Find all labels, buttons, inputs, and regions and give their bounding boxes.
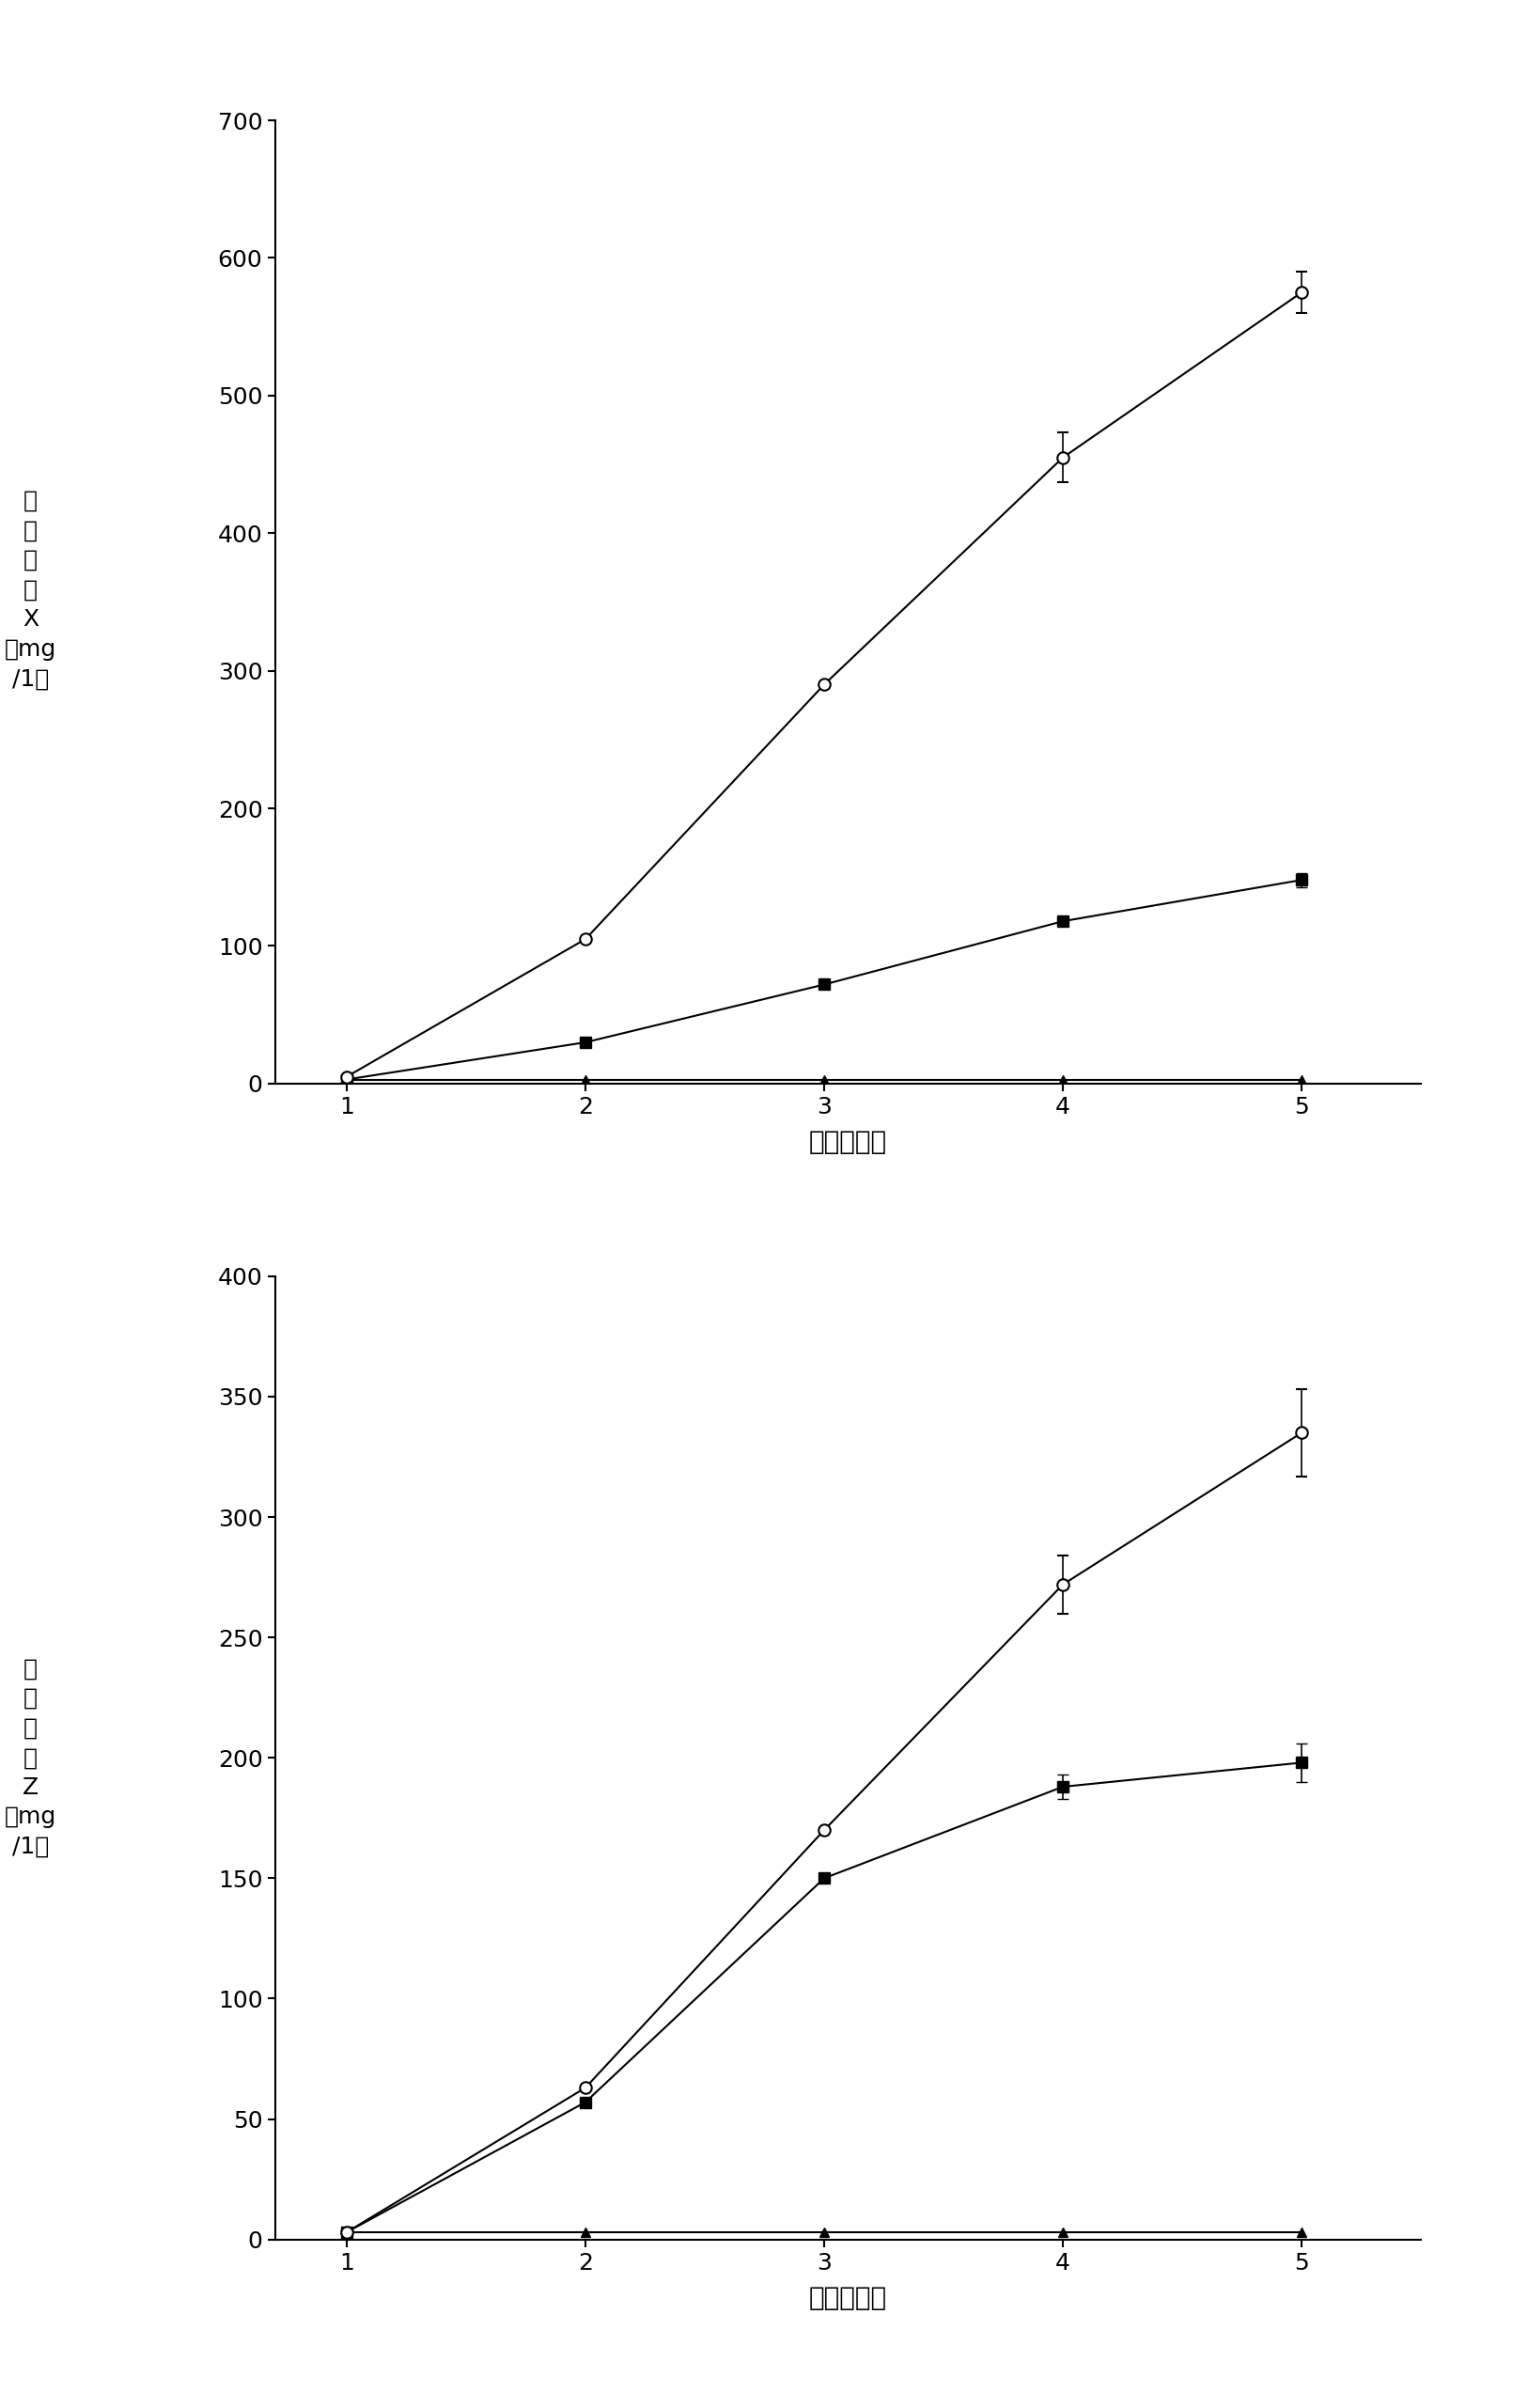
Text: 尼
可
霞
素
X
（mg
/1）: 尼 可 霞 素 X （mg /1） — [5, 489, 57, 691]
X-axis label: 时间（天）: 时间（天） — [808, 1129, 888, 1156]
X-axis label: 时间（天）: 时间（天） — [808, 2285, 888, 2312]
Text: 尼
可
霞
素
Z
（mg
/1）: 尼 可 霞 素 Z （mg /1） — [5, 1657, 57, 1859]
